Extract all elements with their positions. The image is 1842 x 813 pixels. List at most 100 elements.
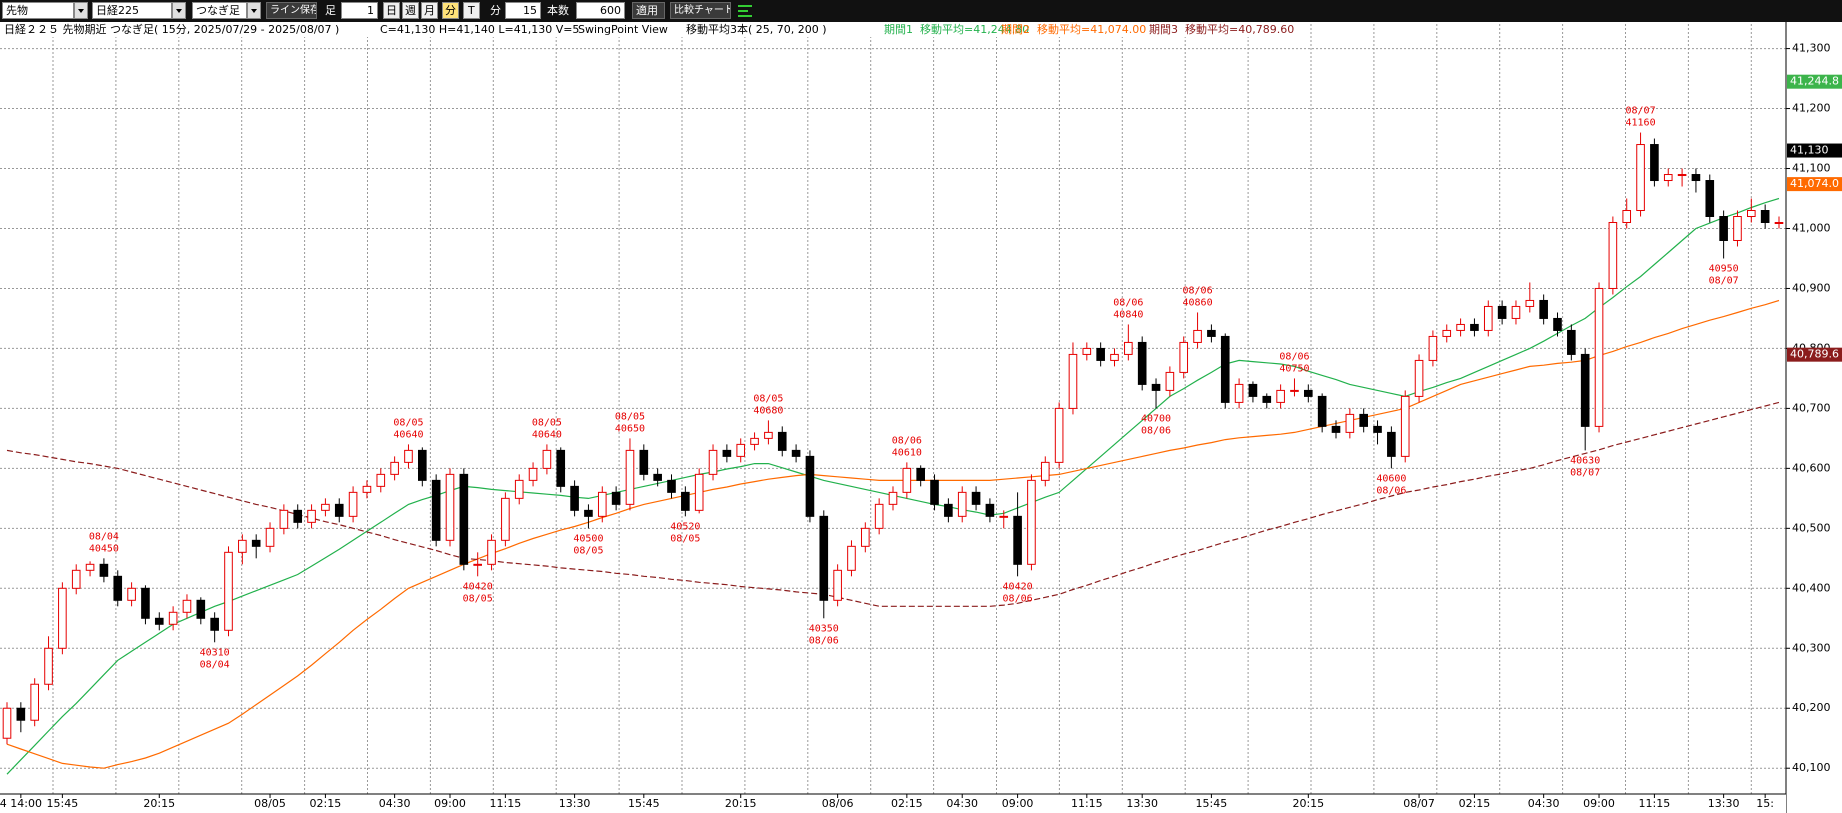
swing-low-date: 08/05 <box>670 533 700 544</box>
candle-body <box>1636 144 1645 212</box>
candle-body <box>556 449 566 487</box>
swing-high-date: 08/05 <box>393 417 423 428</box>
candle-body <box>930 479 939 505</box>
swing-low-date: 08/04 <box>200 659 230 670</box>
select[interactable]: 日経225 <box>92 2 172 19</box>
candle-body <box>16 707 26 721</box>
x-tick-label: 20:15 <box>1292 797 1324 810</box>
swing-high-date: 08/05 <box>532 417 562 428</box>
swing-low-date: 08/07 <box>1709 275 1739 286</box>
candle-body <box>694 473 704 511</box>
swing-high-date: 08/04 <box>89 531 119 542</box>
button[interactable]: 週 <box>402 2 419 19</box>
candle-body <box>653 473 662 481</box>
swing-low-date: 08/05 <box>573 545 603 556</box>
swing-low-price: 40520 <box>670 521 700 532</box>
button[interactable]: ライン保存 <box>266 2 317 19</box>
time-axis <box>0 794 1786 813</box>
candle-body <box>847 545 856 571</box>
button[interactable]: 適用 <box>632 2 665 19</box>
candle-body <box>639 449 649 475</box>
candle-body <box>141 587 150 619</box>
candle-body <box>1719 216 1728 241</box>
label: 足 <box>321 2 339 19</box>
swing-low-price: 40420 <box>1003 581 1033 592</box>
x-tick-label: 08/07 <box>1403 797 1435 810</box>
candle-body <box>611 491 621 505</box>
swing-low-price: 40310 <box>200 647 230 658</box>
y-tick-label: 40,200 <box>1792 701 1831 714</box>
button[interactable]: 分 <box>442 2 459 19</box>
candle-body <box>874 503 884 529</box>
candle-body <box>999 515 1009 518</box>
button[interactable]: 比較チャート <box>670 2 731 19</box>
candle-body <box>1511 305 1521 319</box>
button[interactable]: 月 <box>421 2 438 19</box>
x-tick-label: 02:15 <box>1459 797 1491 810</box>
swing-low-price: 40600 <box>1376 473 1406 484</box>
candle-body <box>584 509 593 517</box>
candle-body <box>1539 299 1548 319</box>
x-tick-label: 04:30 <box>379 797 411 810</box>
input[interactable]: 15 <box>505 2 541 19</box>
candle-body <box>819 515 829 601</box>
candle-body <box>1137 341 1147 385</box>
swing-high-price: 40450 <box>89 543 119 554</box>
swing-low-date: 08/06 <box>1141 425 1171 436</box>
candle-body <box>44 647 53 685</box>
toolbar: 先物 日経225 つなぎ足 ライン保存 足 1 日 週 月 分 T 分 15 本… <box>0 0 1842 22</box>
x-tick-label: 11:15 <box>1071 797 1103 810</box>
candle-body <box>1622 210 1632 223</box>
button[interactable]: T <box>463 2 480 19</box>
y-tick-label: 40,700 <box>1792 401 1831 414</box>
x-tick-label: 4 14:00 <box>0 797 42 810</box>
candle-body <box>1733 216 1742 241</box>
candle-body <box>1553 317 1562 331</box>
swing-high-date: 08/07 <box>1626 106 1656 117</box>
select-arrow[interactable] <box>172 2 186 19</box>
candle-body <box>58 587 67 649</box>
x-tick-label: 02:15 <box>891 797 923 810</box>
select-arrow[interactable] <box>74 2 88 19</box>
candle-body <box>1082 347 1092 355</box>
candle-body <box>944 503 953 517</box>
x-tick-label: 15:45 <box>628 797 660 810</box>
swing-high-price: 40860 <box>1183 297 1213 308</box>
candle-body <box>1414 359 1424 397</box>
candle-body <box>1456 323 1465 331</box>
button[interactable]: 日 <box>383 2 400 19</box>
input[interactable]: 600 <box>576 2 625 19</box>
swing-low-price: 40500 <box>573 533 603 544</box>
candle-body <box>238 539 247 553</box>
candle-body <box>1400 395 1410 457</box>
candle-body <box>1096 347 1105 361</box>
price-tag-label: 40,789.6 <box>1790 348 1839 361</box>
candle-body <box>1207 329 1216 337</box>
candle-body <box>1248 383 1258 397</box>
swing-high-date: 08/05 <box>753 393 783 404</box>
candle-body <box>168 611 178 625</box>
candle-body <box>459 473 469 565</box>
swing-high-price: 40640 <box>393 429 423 440</box>
candle-body <box>681 491 690 511</box>
select[interactable]: つなぎ足 <box>192 2 247 19</box>
x-tick-label: 02:15 <box>310 797 342 810</box>
input[interactable]: 1 <box>341 2 378 19</box>
x-tick-label: 08/06 <box>822 797 854 810</box>
icon[interactable] <box>736 3 754 19</box>
y-tick-label: 40,900 <box>1792 281 1831 294</box>
select-arrow[interactable] <box>247 2 261 19</box>
candle-body <box>1193 329 1202 343</box>
swing-low-price: 40420 <box>463 581 493 592</box>
ma-name: 期間1 <box>884 23 913 36</box>
candle-body <box>957 491 967 517</box>
candle-body <box>1470 323 1479 331</box>
candle-body <box>210 617 219 631</box>
axes: 40,100 40,200 40,300 40,400 40,500 40,600 40,7… <box>0 42 1842 810</box>
candle-body <box>182 599 192 613</box>
select[interactable]: 先物 <box>2 2 74 19</box>
header-ohlcv: C=41,130 H=41,140 L=41,130 V=5 <box>380 23 579 36</box>
candle-body <box>1428 335 1438 361</box>
